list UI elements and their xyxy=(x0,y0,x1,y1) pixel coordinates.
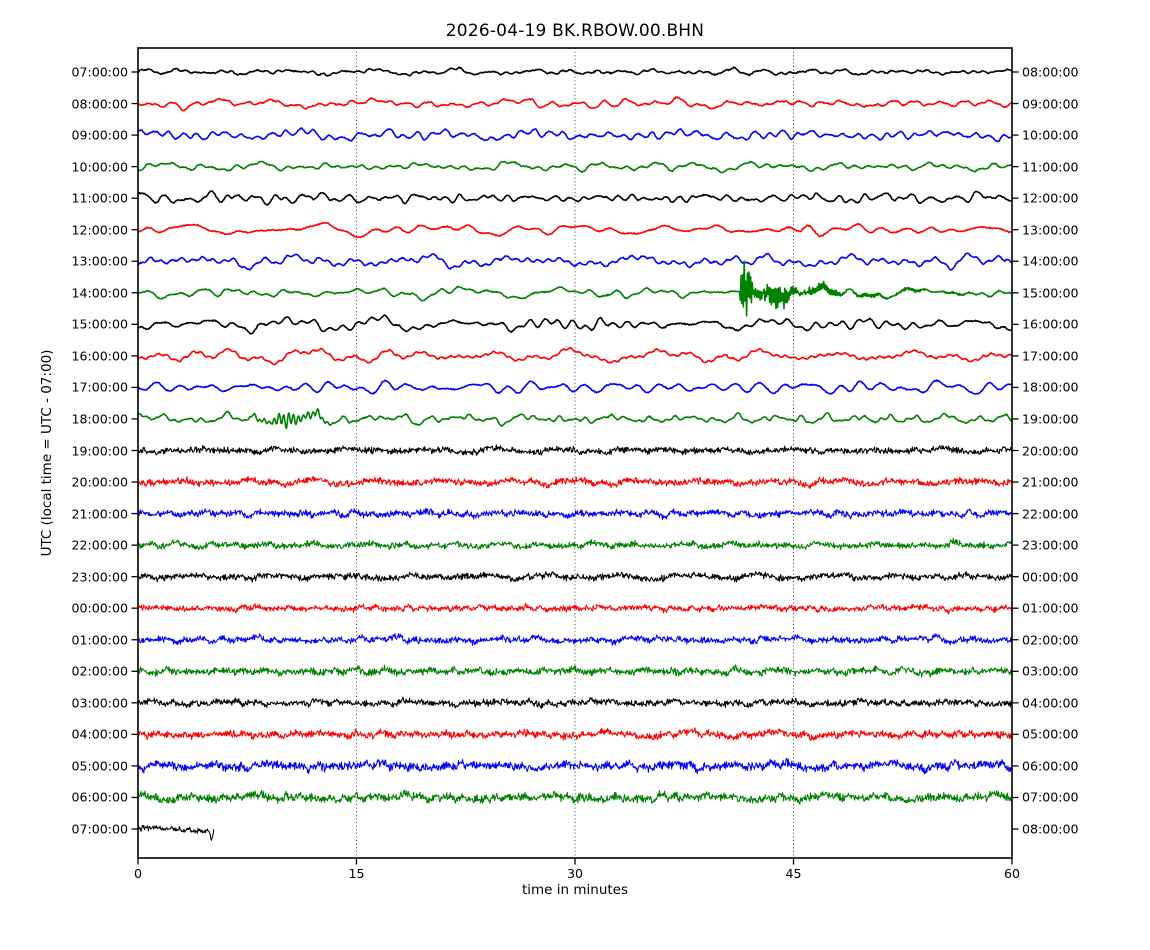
local-time-label-row-13: 20:00:00 xyxy=(1022,443,1079,458)
utc-time-label-row-21: 03:00:00 xyxy=(71,695,128,711)
seismogram-trace-row-14-red xyxy=(137,476,1013,489)
utc-time-label-row-16: 22:00:00 xyxy=(71,537,128,553)
seismogram-trace-row-13-black xyxy=(137,444,1013,456)
local-time-label-row-5: 12:00:00 xyxy=(1022,190,1079,206)
local-time-label-row-20: 03:00:00 xyxy=(1022,663,1079,679)
seismogram-trace-row-7-blue xyxy=(137,252,1013,271)
utc-time-label-row-5: 11:00:00 xyxy=(71,190,128,206)
local-time-label-row-8: 15:00:00 xyxy=(1022,285,1079,301)
local-time-label-row-24: 07:00:00 xyxy=(1022,789,1079,805)
local-time-label-row-7: 14:00:00 xyxy=(1022,253,1079,269)
seismogram-trace-row-3-blue xyxy=(137,127,1013,143)
seismogram-trace-row-5-black xyxy=(137,190,1013,206)
seismogram-trace-row-12-green xyxy=(137,407,1013,430)
seismogram-trace-row-9-black xyxy=(137,314,1013,335)
seismogram-trace-row-10-red xyxy=(137,346,1013,366)
utc-time-label-row-20: 02:00:00 xyxy=(71,663,128,679)
local-time-label-row-2: 09:00:00 xyxy=(1022,96,1079,112)
seismogram-trace-row-23-blue xyxy=(137,757,1013,775)
x-tick-label-45: 45 xyxy=(785,866,802,881)
seismogram-trace-row-8-green xyxy=(137,260,1013,317)
x-axis-label: time in minutes xyxy=(521,882,629,898)
local-time-label-row-23: 06:00:00 xyxy=(1022,758,1079,774)
seismogram-trace-row-21-black xyxy=(137,696,1013,710)
seismogram-trace-row-16-green xyxy=(137,537,1013,551)
utc-time-label-row-24: 06:00:00 xyxy=(71,789,128,805)
utc-time-label-row-10: 16:00:00 xyxy=(71,348,128,364)
seismogram-trace-row-19-blue xyxy=(137,632,1013,646)
utc-time-label-row-23: 05:00:00 xyxy=(71,758,128,774)
local-time-label-row-17: 00:00:00 xyxy=(1022,569,1079,585)
seismogram-trace-row-20-green xyxy=(137,664,1013,678)
seismogram-trace-row-4-green xyxy=(137,160,1013,174)
seismogram-trace-row-25-black xyxy=(137,824,215,841)
local-time-label-row-15: 22:00:00 xyxy=(1022,506,1079,522)
local-time-label-row-14: 21:00:00 xyxy=(1022,474,1079,490)
local-time-label-row-10: 17:00:00 xyxy=(1022,348,1079,364)
utc-time-label-row-2: 08:00:00 xyxy=(71,96,128,112)
utc-time-label-row-22: 04:00:00 xyxy=(71,726,128,742)
seismogram-trace-row-22-red xyxy=(137,727,1013,742)
utc-time-label-row-12: 18:00:00 xyxy=(71,411,128,427)
utc-time-label-row-7: 13:00:00 xyxy=(71,253,128,269)
seismogram-trace-row-15-blue xyxy=(137,507,1013,520)
local-time-label-row-21: 04:00:00 xyxy=(1022,695,1079,711)
local-time-label-row-11: 18:00:00 xyxy=(1022,379,1079,395)
utc-time-label-row-15: 21:00:00 xyxy=(71,506,128,522)
utc-time-label-row-6: 12:00:00 xyxy=(71,222,128,238)
local-time-label-row-12: 19:00:00 xyxy=(1022,411,1079,427)
utc-time-label-row-18: 00:00:00 xyxy=(71,600,128,616)
utc-time-label-row-4: 10:00:00 xyxy=(71,159,128,175)
utc-time-label-row-14: 20:00:00 xyxy=(71,474,128,490)
utc-time-label-row-17: 23:00:00 xyxy=(71,569,128,585)
local-time-label-row-19: 02:00:00 xyxy=(1022,632,1079,648)
local-time-label-row-9: 16:00:00 xyxy=(1022,316,1079,332)
local-time-label-row-6: 13:00:00 xyxy=(1022,222,1079,238)
seismogram-trace-row-6-red xyxy=(137,222,1013,239)
x-tick-label-0: 0 xyxy=(133,866,143,881)
local-time-label-row-16: 23:00:00 xyxy=(1022,537,1079,553)
seismogram-trace-row-17-black xyxy=(137,571,1013,583)
local-time-label-row-4: 11:00:00 xyxy=(1022,159,1079,175)
x-tick-label-30: 30 xyxy=(566,866,584,881)
local-time-label-row-25: 08:00:00 xyxy=(1022,821,1079,837)
local-time-label-row-1: 08:00:00 xyxy=(1022,64,1079,80)
seismogram-trace-row-2-red xyxy=(137,96,1013,112)
utc-time-label-row-9: 15:00:00 xyxy=(71,316,128,332)
seismogram-trace-row-1-black xyxy=(137,66,1013,77)
x-tick-label-60: 60 xyxy=(1003,866,1021,881)
seismogram-trace-row-24-green xyxy=(137,789,1013,805)
utc-time-label-row-13: 19:00:00 xyxy=(71,443,128,458)
local-time-label-row-22: 05:00:00 xyxy=(1022,726,1079,742)
utc-time-label-row-8: 14:00:00 xyxy=(71,285,128,301)
seismogram-trace-row-11-blue xyxy=(137,379,1013,395)
utc-time-label-row-11: 17:00:00 xyxy=(71,379,128,395)
plot-title: 2026-04-19 BK.RBOW.00.BHN xyxy=(445,21,705,41)
utc-time-label-row-3: 09:00:00 xyxy=(71,127,128,143)
seismogram-trace-row-18-red xyxy=(137,602,1013,615)
x-tick-label-15: 15 xyxy=(348,866,365,881)
utc-time-label-row-19: 01:00:00 xyxy=(71,632,128,648)
local-time-label-row-18: 01:00:00 xyxy=(1022,600,1079,616)
utc-time-label-row-25: 07:00:00 xyxy=(71,821,128,837)
local-time-label-row-3: 10:00:00 xyxy=(1022,127,1079,143)
utc-time-label-row-1: 07:00:00 xyxy=(71,64,128,80)
